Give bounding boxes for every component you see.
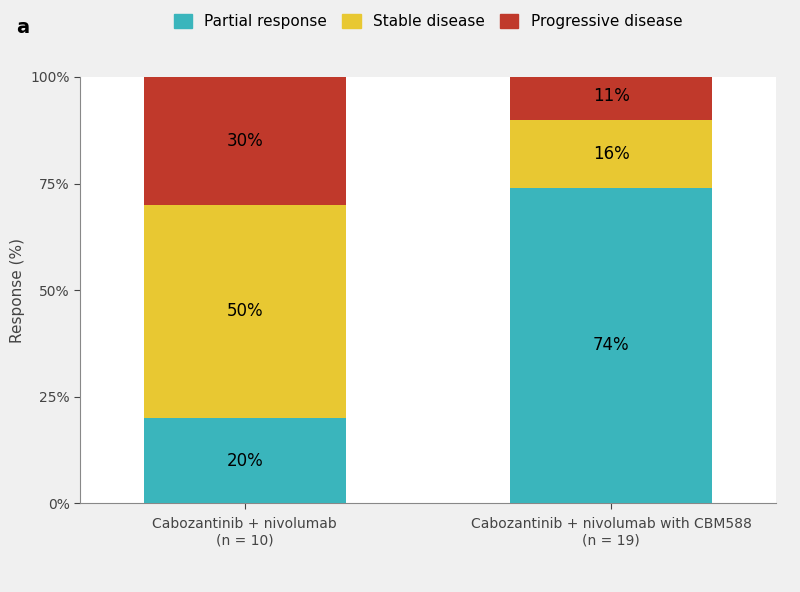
Text: 74%: 74%	[593, 336, 630, 355]
Bar	[510, 120, 712, 188]
Text: 50%: 50%	[226, 303, 263, 320]
Text: 20%: 20%	[226, 452, 263, 469]
Bar	[510, 73, 712, 120]
Bar	[144, 205, 346, 418]
Y-axis label: Response (%): Response (%)	[10, 237, 25, 343]
Bar	[144, 77, 346, 205]
Text: 11%: 11%	[593, 87, 630, 105]
Text: a: a	[16, 18, 29, 37]
Text: 30%: 30%	[226, 132, 263, 150]
Bar	[510, 188, 712, 503]
Bar	[144, 418, 346, 503]
Legend: Partial response, Stable disease, Progressive disease: Partial response, Stable disease, Progre…	[167, 8, 689, 35]
Text: 16%: 16%	[593, 144, 630, 163]
